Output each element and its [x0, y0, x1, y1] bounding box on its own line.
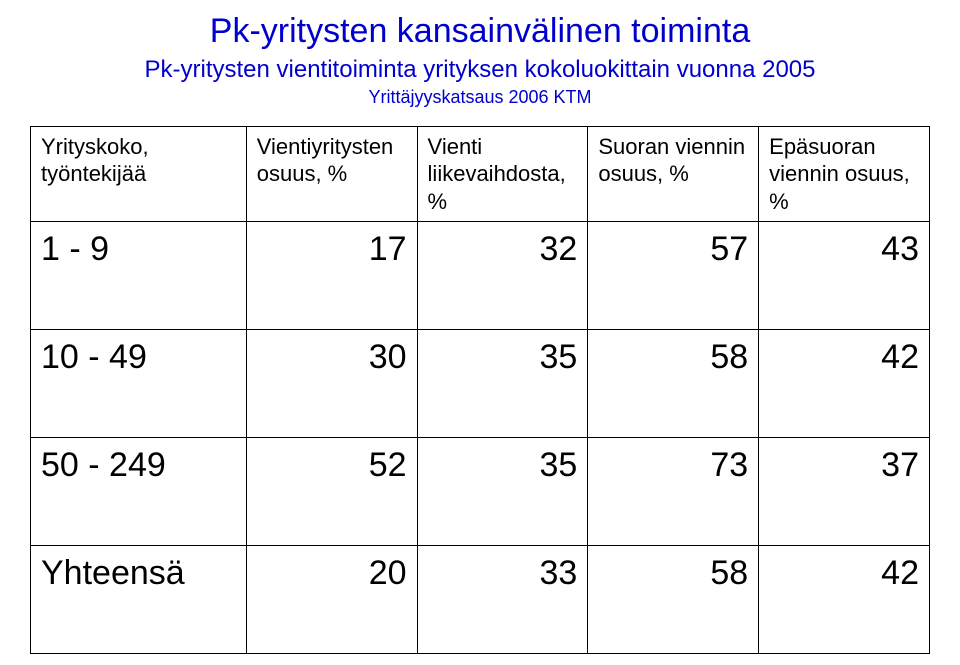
- col-header-1: Vientiyritysten osuus, %: [246, 126, 417, 222]
- cell: 30: [246, 330, 417, 438]
- cell: 52: [246, 438, 417, 546]
- cell: 32: [417, 222, 588, 330]
- page-title: Pk-yritysten kansainvälinen toiminta: [30, 10, 930, 53]
- cell: 33: [417, 546, 588, 654]
- table-row: 50 - 249 52 35 73 37: [31, 438, 930, 546]
- col-header-4: Epäsuoran viennin osuus, %: [759, 126, 930, 222]
- cell: 73: [588, 438, 759, 546]
- col-header-2: Vienti liikevaihdosta, %: [417, 126, 588, 222]
- row-label: 10 - 49: [31, 330, 247, 438]
- page: Pk-yritysten kansainvälinen toiminta Pk-…: [0, 0, 960, 665]
- cell: 17: [246, 222, 417, 330]
- cell: 20: [246, 546, 417, 654]
- cell: 42: [759, 546, 930, 654]
- cell: 35: [417, 330, 588, 438]
- data-table: Yrityskoko, työntekijää Vientiyritysten …: [30, 126, 930, 655]
- table-row: 1 - 9 17 32 57 43: [31, 222, 930, 330]
- page-subtitle: Pk-yritysten vientitoiminta yrityksen ko…: [30, 55, 930, 85]
- cell: 43: [759, 222, 930, 330]
- row-label: 50 - 249: [31, 438, 247, 546]
- table-row: 10 - 49 30 35 58 42: [31, 330, 930, 438]
- row-label: 1 - 9: [31, 222, 247, 330]
- table-header-row: Yrityskoko, työntekijää Vientiyritysten …: [31, 126, 930, 222]
- cell: 35: [417, 438, 588, 546]
- cell: 58: [588, 330, 759, 438]
- table-row: Yhteensä 20 33 58 42: [31, 546, 930, 654]
- cell: 42: [759, 330, 930, 438]
- cell: 57: [588, 222, 759, 330]
- cell: 58: [588, 546, 759, 654]
- row-label: Yhteensä: [31, 546, 247, 654]
- col-header-3: Suoran viennin osuus, %: [588, 126, 759, 222]
- col-header-0: Yrityskoko, työntekijää: [31, 126, 247, 222]
- page-subline: Yrittäjyyskatsaus 2006 KTM: [30, 87, 930, 108]
- cell: 37: [759, 438, 930, 546]
